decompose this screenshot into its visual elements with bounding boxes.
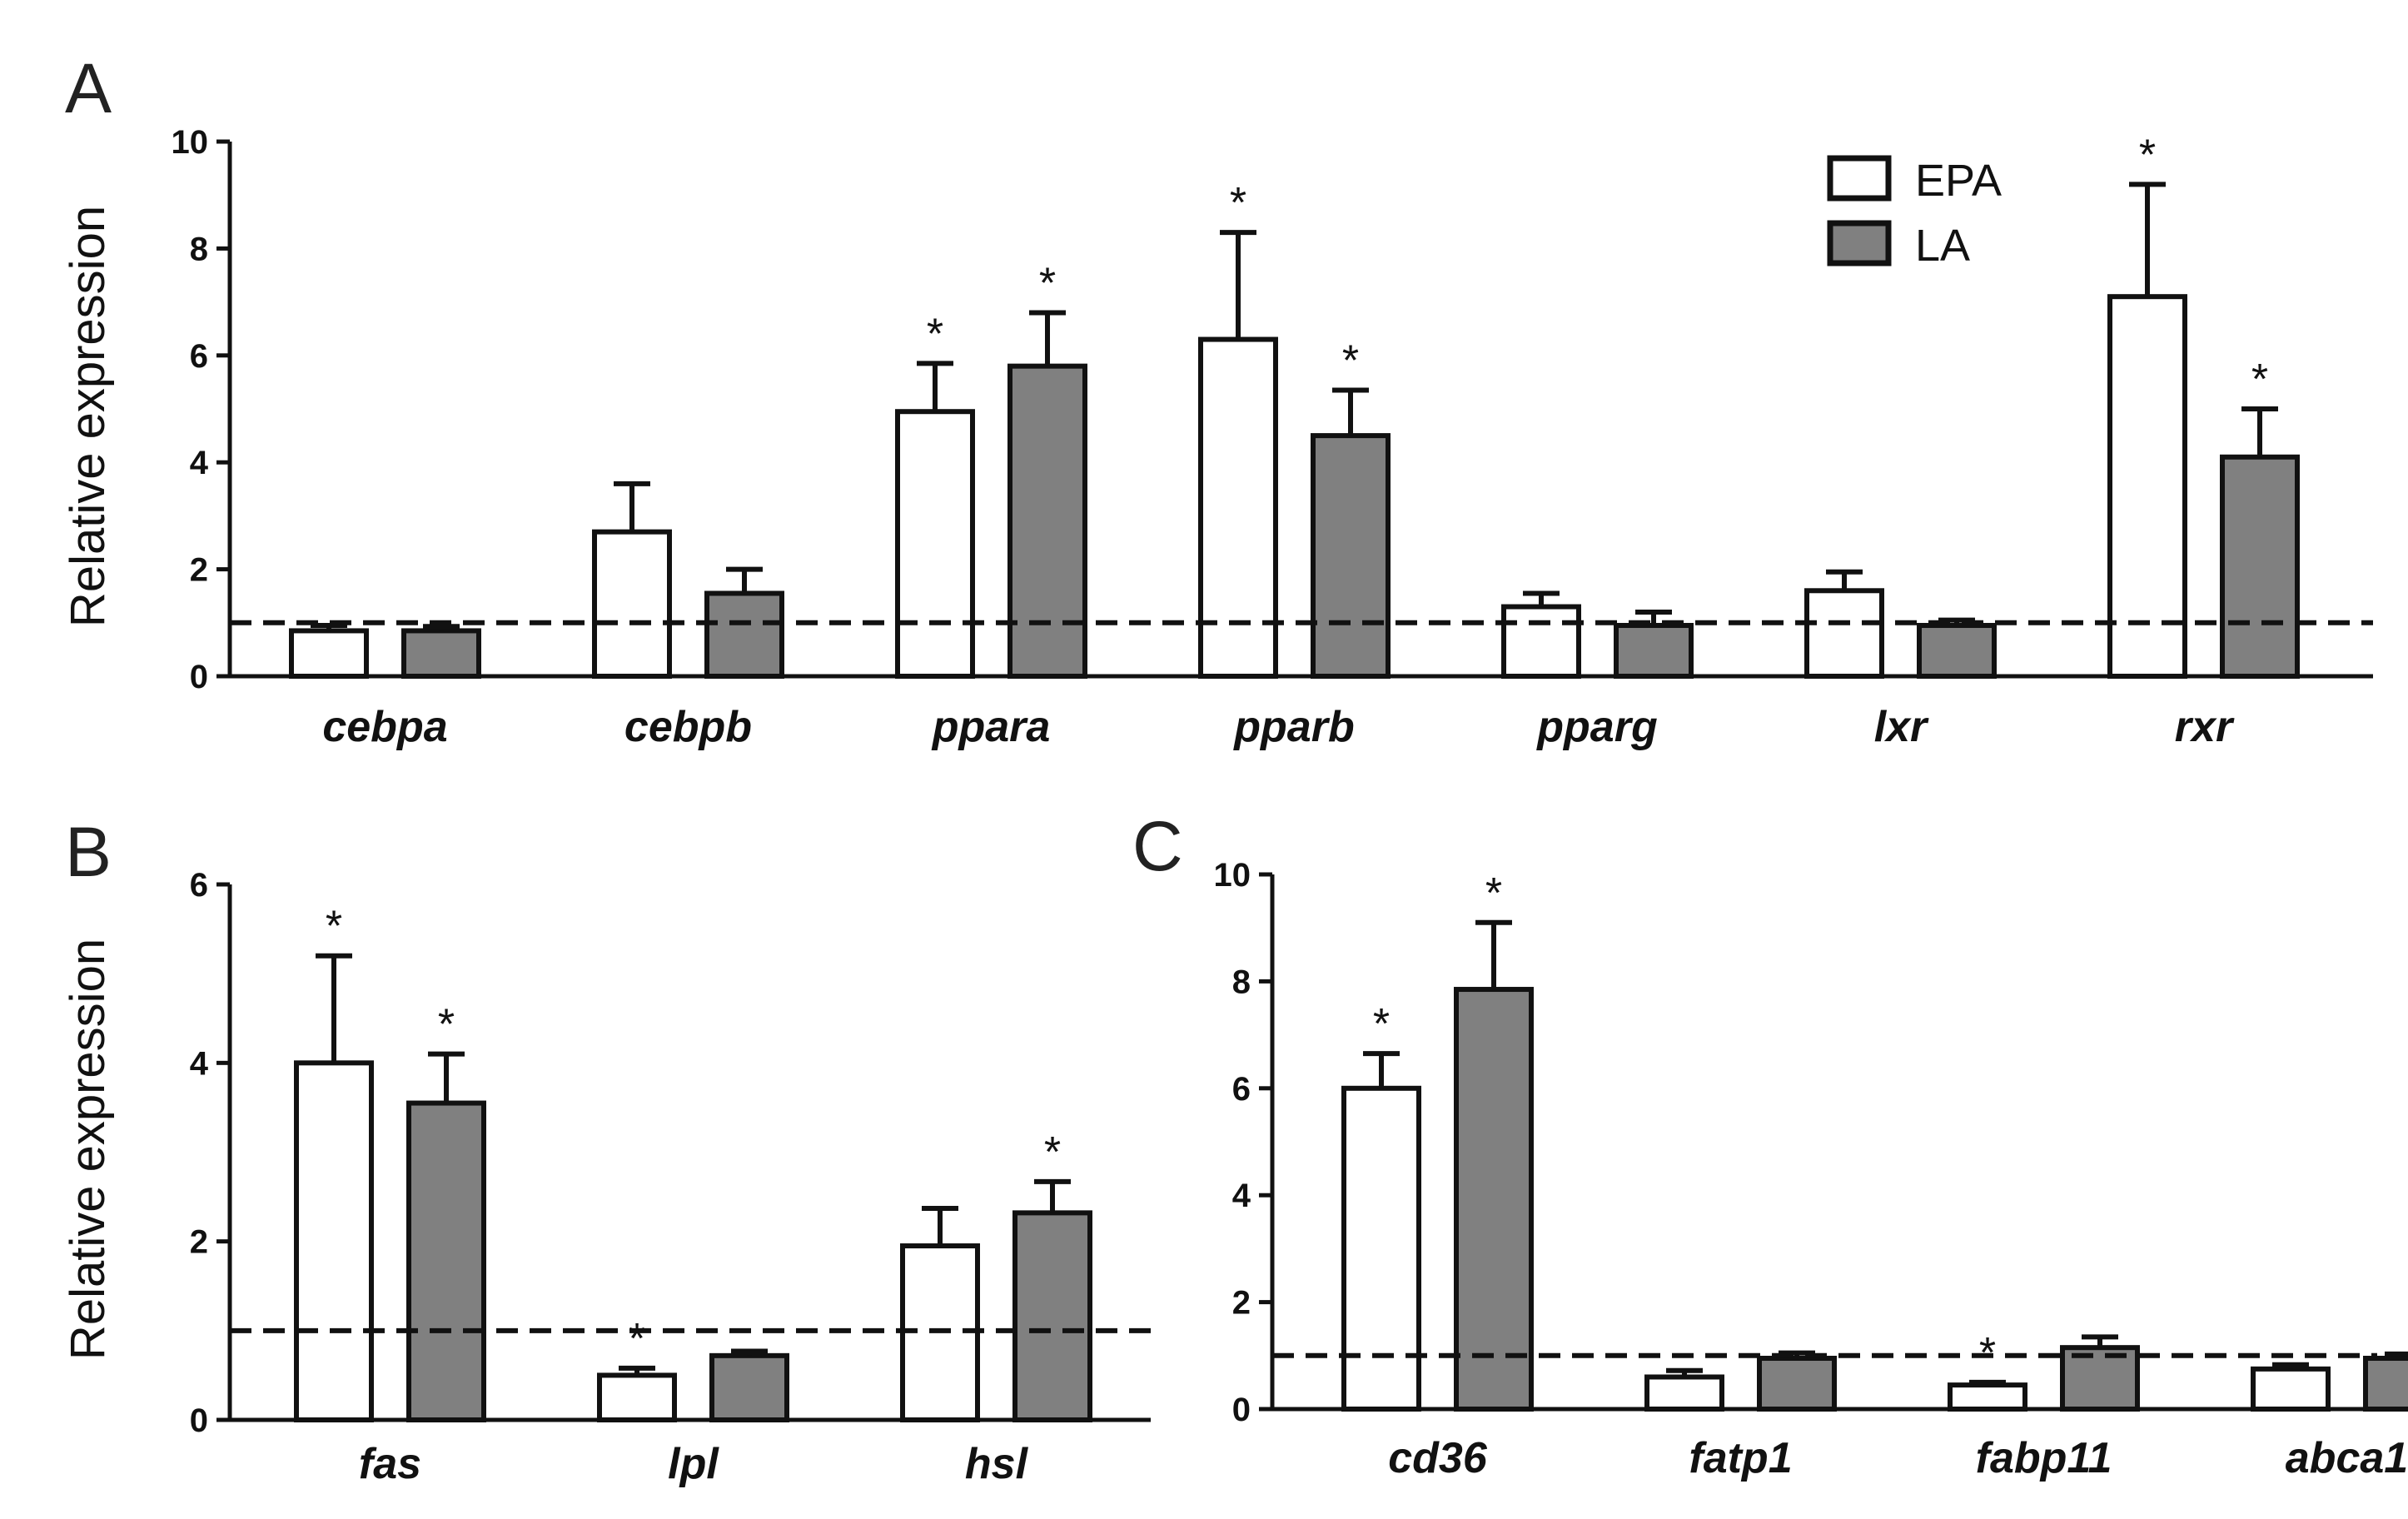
significance-star: * <box>1044 1128 1061 1177</box>
significance-star: * <box>629 1315 645 1363</box>
significance-star: * <box>1230 179 1246 227</box>
x-tick-label: cd36 <box>1388 1434 1488 1482</box>
y-tick-label: 6 <box>190 338 208 375</box>
significance-star: * <box>2139 131 2156 179</box>
y-tick-label: 2 <box>190 1224 208 1261</box>
panel-letter-b: B <box>65 813 112 891</box>
significance-star: * <box>2251 356 2268 404</box>
y-tick-label: 4 <box>190 1045 209 1082</box>
y-tick-label: 4 <box>1232 1178 1251 1214</box>
bar-la-cebpa <box>401 628 481 679</box>
bar-epa-lpl <box>597 1372 677 1422</box>
significance-star: * <box>326 903 342 951</box>
legend: EPA LA <box>1827 155 2002 271</box>
x-tick-label: fabp11 <box>1976 1434 2112 1482</box>
x-tick-label: pparb <box>1232 703 1354 751</box>
x-tick-label: fatp1 <box>1689 1434 1792 1482</box>
x-tick-label: lpl <box>668 1440 719 1488</box>
significance-star: * <box>1342 337 1359 386</box>
bar-la-abca1 <box>2363 1356 2408 1412</box>
bar-epa-cd36 <box>1341 1085 1421 1412</box>
x-tick-label: pparg <box>1535 703 1657 751</box>
x-tick-label: lxr <box>1874 703 1929 751</box>
bar-la-lpl <box>709 1352 789 1422</box>
bar-epa-fas <box>294 1060 374 1423</box>
x-tick-label: cebpb <box>624 703 752 751</box>
bar-la-cebpb <box>704 590 784 679</box>
legend-swatch-la <box>1827 220 1892 266</box>
y-tick-label: 8 <box>1232 964 1251 1000</box>
x-tick-label: rxr <box>2175 703 2235 751</box>
x-tick-label: ppara <box>931 703 1051 751</box>
plot-area-b: 0 2 4 6 * * fas * lpl * hsl <box>190 867 1151 1488</box>
panel-letter-c: C <box>1132 807 1183 885</box>
bar-epa-cebpb <box>592 529 672 679</box>
legend-label-la: LA <box>1915 221 1970 271</box>
x-tick-label: cebpa <box>322 703 447 751</box>
y-tick-label: 2 <box>1232 1285 1251 1322</box>
y-axis-label-b: Relative expression <box>61 939 115 1360</box>
significance-star: * <box>438 1001 455 1049</box>
y-tick-label: 0 <box>1232 1392 1251 1428</box>
y-tick-label: 10 <box>172 124 209 161</box>
bar-la-ppara <box>1007 363 1087 679</box>
bar-la-fatp1 <box>1757 1356 1837 1412</box>
y-tick-label: 10 <box>1214 857 1251 894</box>
legend-label-epa: EPA <box>1915 156 2002 206</box>
y-tick-label: 6 <box>1232 1071 1251 1108</box>
legend-swatch-epa <box>1827 155 1892 202</box>
y-tick-label: 6 <box>190 867 208 904</box>
bar-epa-lxr <box>1804 588 1884 680</box>
significance-star: * <box>1039 259 1056 307</box>
plot-area-a: 0 2 4 6 8 10 cebpa cebpb * * ppara * * pparb pparg lxr *… <box>172 124 2373 751</box>
bar-la-pparg <box>1614 623 1694 680</box>
bar-epa-pparb <box>1198 336 1278 679</box>
significance-star: * <box>927 310 943 358</box>
y-tick-label: 4 <box>190 445 209 481</box>
bar-epa-pparg <box>1501 604 1581 679</box>
significance-star: * <box>1485 869 1502 918</box>
x-tick-label: hsl <box>965 1440 1029 1488</box>
significance-star: * <box>1373 1000 1390 1048</box>
bar-la-lxr <box>1917 623 1997 680</box>
x-tick-label: fas <box>359 1440 421 1488</box>
y-tick-label: 0 <box>190 659 208 695</box>
bar-epa-cebpa <box>289 628 369 679</box>
bar-epa-ppara <box>895 409 975 679</box>
bar-la-cd36 <box>1454 987 1534 1412</box>
bar-epa-rxr <box>2107 294 2187 679</box>
y-tick-label: 8 <box>190 231 208 267</box>
bar-la-fas <box>406 1100 486 1423</box>
bar-la-hsl <box>1012 1210 1092 1422</box>
y-axis-label-a: Relative expression <box>61 206 115 627</box>
y-tick-label: 2 <box>190 552 208 589</box>
y-tick-label: 0 <box>190 1402 208 1439</box>
x-tick-label: abca1 <box>2286 1434 2408 1482</box>
panel-letter-a: A <box>65 49 112 127</box>
bar-epa-abca1 <box>2251 1366 2331 1412</box>
bar-la-rxr <box>2220 454 2300 680</box>
bar-la-pparb <box>1311 433 1391 679</box>
bar-epa-fabp11 <box>1948 1382 2027 1412</box>
bar-epa-fatp1 <box>1644 1374 1724 1412</box>
